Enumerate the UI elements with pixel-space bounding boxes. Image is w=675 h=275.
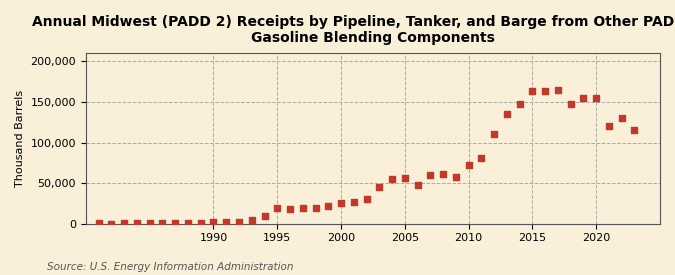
Point <box>463 162 474 167</box>
Point <box>106 221 117 226</box>
Point <box>387 177 398 181</box>
Point <box>259 214 270 219</box>
Point <box>616 116 627 120</box>
Point <box>476 156 487 160</box>
Point <box>119 221 130 226</box>
Point <box>335 201 346 206</box>
Point <box>170 221 181 225</box>
Point <box>285 207 296 211</box>
Point <box>629 127 640 132</box>
Point <box>437 172 448 177</box>
Point <box>553 88 564 92</box>
Point <box>246 218 257 222</box>
Text: Source: U.S. Energy Information Administration: Source: U.S. Energy Information Administ… <box>47 262 294 272</box>
Point <box>348 200 359 204</box>
Point <box>234 219 244 224</box>
Point <box>144 221 155 225</box>
Point <box>540 89 551 94</box>
Point <box>578 96 589 100</box>
Point <box>310 205 321 210</box>
Point <box>400 175 410 180</box>
Point <box>412 183 423 187</box>
Point <box>298 205 308 210</box>
Title: Annual Midwest (PADD 2) Receipts by Pipeline, Tanker, and Barge from Other PADDs: Annual Midwest (PADD 2) Receipts by Pipe… <box>32 15 675 45</box>
Y-axis label: Thousand Barrels: Thousand Barrels <box>15 90 25 187</box>
Point <box>527 89 538 94</box>
Point <box>565 102 576 107</box>
Point <box>425 173 436 177</box>
Point <box>489 132 500 137</box>
Point <box>450 175 461 179</box>
Point <box>272 206 283 211</box>
Point <box>208 220 219 224</box>
Point <box>591 96 601 100</box>
Point <box>182 221 193 225</box>
Point <box>195 220 206 225</box>
Point <box>374 185 385 189</box>
Point <box>157 221 168 226</box>
Point <box>221 220 232 224</box>
Point <box>361 197 372 202</box>
Point <box>323 204 333 208</box>
Point <box>603 124 614 129</box>
Point <box>93 221 104 226</box>
Point <box>514 101 525 106</box>
Point <box>502 112 512 116</box>
Point <box>132 221 142 225</box>
